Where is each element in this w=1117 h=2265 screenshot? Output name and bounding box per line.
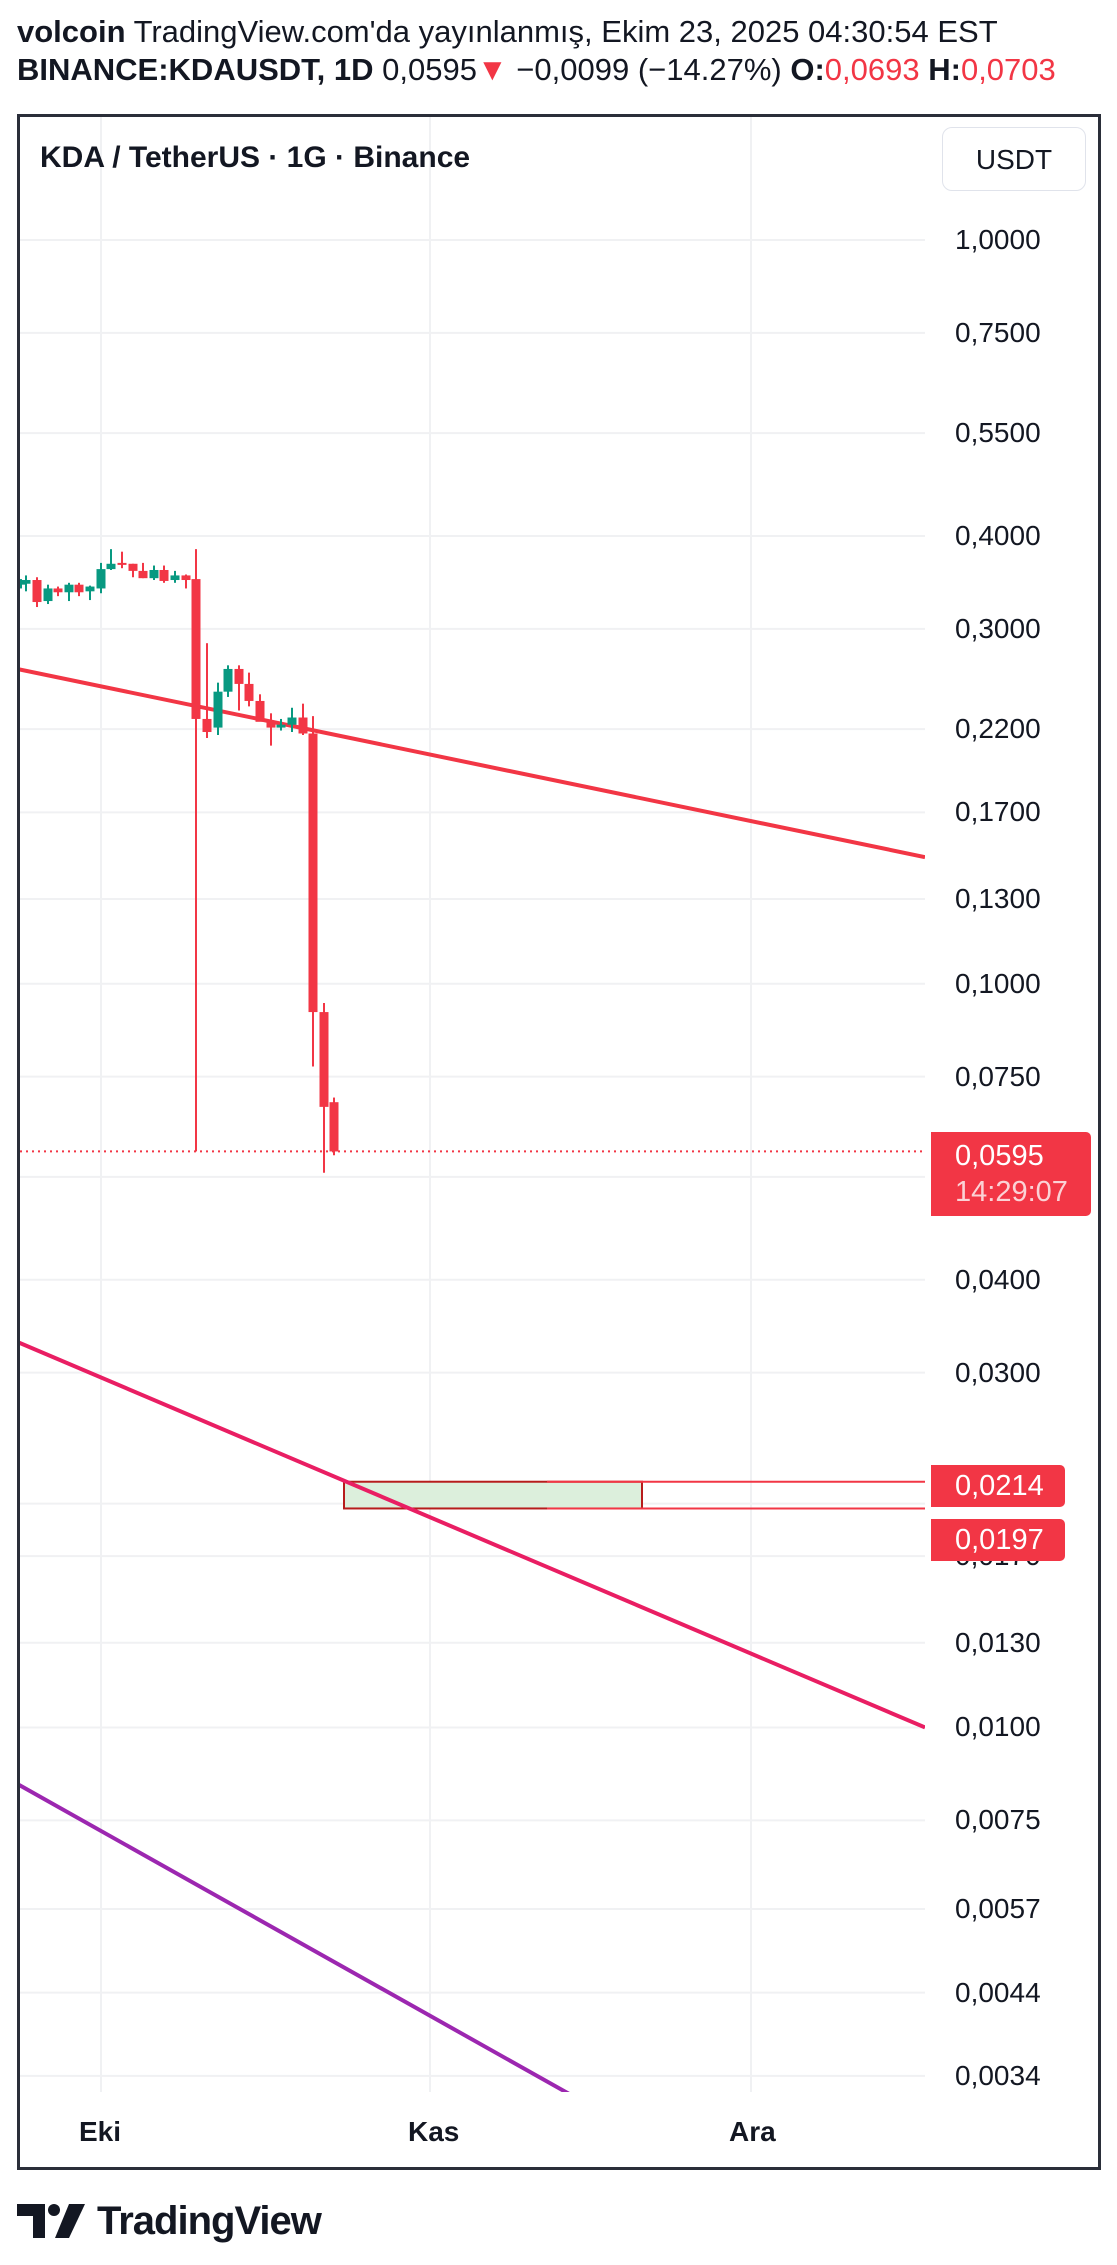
candle-countdown: 14:29:07 (955, 1176, 1068, 1208)
candle-body (298, 717, 308, 734)
tradingview-logo-text: TradingView (97, 2198, 322, 2243)
price-axis-label: 0,2200 (955, 713, 1041, 745)
triangle-down-icon: ▼ (476, 52, 508, 87)
price-axis-label: 0,0057 (955, 1893, 1041, 1925)
high-value: 0,0703 (960, 52, 1056, 87)
candle-body (244, 683, 254, 701)
price-axis-label: 0,0034 (955, 2059, 1041, 2091)
time-axis-label: Ara (729, 2116, 776, 2147)
candle-body (191, 579, 201, 719)
candle-body (319, 1012, 329, 1107)
candle-body (308, 733, 318, 1013)
candle-body (159, 569, 169, 581)
lower-trend-trendline (20, 1783, 570, 2092)
candle-body (85, 586, 95, 592)
candle-body (234, 668, 244, 684)
price-axis-label: 0,1300 (955, 882, 1041, 914)
price-axis-label: 0,1000 (955, 967, 1041, 999)
price-axis-label: 0,7500 (955, 316, 1041, 348)
current-price-value: 0,0595 (955, 1140, 1044, 1172)
author-name[interactable]: volcoin (17, 14, 126, 49)
level-tag-upper: 0,0214 (931, 1465, 1065, 1507)
level-tag-lower: 0,0197 (931, 1519, 1065, 1561)
candle-body (96, 569, 106, 589)
price-axis-label: 0,0300 (955, 1356, 1041, 1388)
open-label: O: (790, 52, 825, 87)
chart-title: KDA / TetherUS · 1G · Binance (40, 141, 471, 174)
price-axis-label: 0,0400 (955, 1263, 1041, 1295)
candle-body (202, 718, 212, 733)
candle-body (21, 580, 31, 584)
candle-body (64, 584, 74, 593)
price-axis-label: 0,1700 (955, 796, 1041, 828)
candle-body (74, 584, 84, 593)
time-axis-label: Kas (408, 2116, 460, 2147)
price-change: −0,0099 (−14.27%) (516, 52, 782, 87)
price-axis-label: 0,4000 (955, 519, 1041, 551)
candle-body (43, 588, 53, 602)
publish-info: volcoin TradingView.com'da yayınlanmış, … (17, 12, 1117, 52)
high-label: H: (928, 52, 961, 87)
price-axis-label: 1,0000 (955, 224, 1041, 255)
candle-body (287, 717, 297, 725)
candle-body (128, 563, 138, 571)
candle-body (255, 700, 265, 722)
candle-body (213, 691, 223, 728)
candle-body (276, 724, 286, 728)
symbol-label: BINANCE:KDAUSDT, 1D (17, 52, 374, 87)
chart-frame (17, 114, 1101, 2170)
candle-body (32, 580, 42, 603)
published-text: TradingView.com'da yayınlanmış, Ekim 23,… (133, 14, 998, 49)
currency-button[interactable]: USDT (942, 127, 1086, 191)
time-axis-label: Eki (79, 2116, 122, 2147)
price-axis-label: 0,0044 (955, 1976, 1041, 2008)
price-axis-label: 0,3000 (955, 612, 1041, 644)
candle-body (181, 575, 191, 581)
upper-resistance-trendline (20, 667, 925, 860)
candle-body (106, 563, 116, 570)
last-price: 0,0595 (382, 52, 477, 87)
price-axis-label: 0,0130 (955, 1626, 1041, 1658)
candle-body (53, 588, 63, 593)
candle-body (329, 1102, 339, 1152)
tradingview-logo-icon (17, 2204, 85, 2238)
symbol-info: BINANCE:KDAUSDT, 1D 0,0595▼ −0,0099 (−14… (17, 50, 1117, 90)
price-axis-label: 0,0075 (955, 1804, 1041, 1836)
candle-body (266, 721, 276, 728)
price-axis-label: 0,5500 (955, 417, 1041, 449)
candle-body (223, 668, 233, 692)
open-value: 0,0693 (824, 52, 920, 87)
demand-zone (343, 1480, 643, 1510)
candle-body (138, 570, 148, 579)
price-axis-label: 0,0750 (955, 1060, 1041, 1092)
tradingview-logo[interactable]: TradingView (17, 2198, 322, 2244)
middle-trend-trendline (20, 1340, 925, 1730)
candle-body (149, 569, 159, 579)
current-price-tag: 0,0595 14:29:07 (931, 1132, 1091, 1216)
candle-body (117, 562, 127, 565)
price-axis-label: 0,0100 (955, 1711, 1041, 1743)
candle-body (170, 575, 180, 581)
